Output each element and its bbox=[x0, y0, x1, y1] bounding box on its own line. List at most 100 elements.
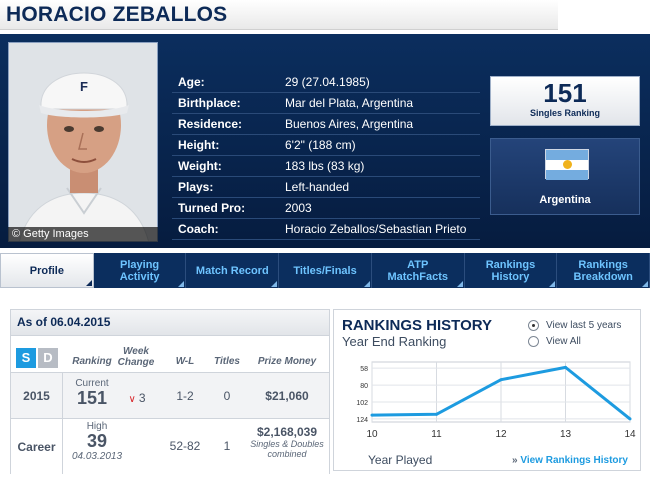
x-tick-label: 12 bbox=[495, 429, 507, 440]
data-point bbox=[499, 378, 503, 382]
svg-text:F: F bbox=[80, 79, 88, 94]
singles-toggle-button[interactable]: S bbox=[16, 348, 36, 368]
info-label: Residence: bbox=[178, 117, 243, 131]
corner-arrow-icon bbox=[271, 281, 278, 287]
as-of-date: As of 06.04.2015 bbox=[11, 310, 329, 336]
link-label: View Rankings History bbox=[520, 455, 628, 466]
tab-label: Rankings History bbox=[485, 258, 536, 283]
info-label: Turned Pro: bbox=[178, 201, 246, 215]
tab-label: Titles/Finals bbox=[293, 264, 357, 277]
ranking-cell: High 39 04.03.2013 bbox=[67, 421, 127, 462]
country-name: Argentina bbox=[539, 194, 591, 206]
view-last-5-years-option[interactable]: View last 5 years bbox=[528, 320, 621, 331]
y-tick-label: 124 bbox=[356, 417, 368, 424]
stats-row-career: Career High 39 04.03.2013 52-82 1 $2,168… bbox=[11, 418, 329, 474]
wl-value: 1-2 bbox=[176, 389, 194, 403]
info-label: Plays: bbox=[178, 180, 214, 194]
tab-profile[interactable]: Profile bbox=[0, 253, 94, 288]
x-tick-label: 14 bbox=[624, 429, 636, 440]
info-value: Left-handed bbox=[285, 180, 350, 194]
tab-titles-finals[interactable]: Titles/Finals bbox=[279, 253, 372, 288]
info-row-plays: Plays: Left-handed bbox=[172, 177, 480, 198]
wl-value: 52-82 bbox=[169, 439, 201, 453]
rank-label: High bbox=[86, 421, 108, 432]
raquo-icon: » bbox=[512, 455, 521, 466]
rank-value: 39 bbox=[86, 431, 108, 451]
country-box: Argentina bbox=[490, 138, 640, 215]
data-point bbox=[564, 365, 567, 369]
photo-credit: © Getty Images bbox=[8, 227, 158, 242]
column-header-prize-money: Prize Money bbox=[257, 356, 317, 367]
rank-date: 04.03.2013 bbox=[71, 451, 123, 462]
info-label: Weight: bbox=[178, 159, 222, 173]
ranking-cell: Current 151 bbox=[67, 378, 117, 408]
data-point bbox=[628, 417, 632, 421]
tab-match-record[interactable]: Match Record bbox=[186, 253, 280, 288]
info-row-birthplace: Birthplace: Mar del Plata, Argentina bbox=[172, 93, 480, 114]
tab-rankings-history[interactable]: Rankings History bbox=[465, 253, 558, 288]
info-row-coach: Coach: Horacio Zeballos/Sebastian Prieto bbox=[172, 219, 480, 240]
info-value: Mar del Plata, Argentina bbox=[285, 96, 414, 110]
titles-value: 0 bbox=[223, 389, 231, 403]
week-change-cell: ∨ 3 bbox=[115, 389, 159, 407]
info-row-residence: Residence: Buenos Aires, Argentina bbox=[172, 114, 480, 135]
rankings-history-panel: RANKINGS HISTORY Year End Ranking View l… bbox=[333, 309, 641, 471]
info-value: 29 (27.04.1985) bbox=[285, 75, 370, 89]
view-rankings-history-link[interactable]: » View Rankings History bbox=[512, 455, 628, 466]
corner-arrow-icon bbox=[642, 281, 649, 287]
rankings-history-title: RANKINGS HISTORY bbox=[342, 317, 493, 334]
tab-atp-matchfacts[interactable]: ATP MatchFacts bbox=[372, 253, 465, 288]
double-arrow-down-icon: ∨ bbox=[128, 394, 136, 405]
stats-panel: As of 06.04.2015 S D Ranking Week Change… bbox=[10, 309, 330, 474]
row-year: Career bbox=[11, 419, 63, 474]
column-header-titles: Titles bbox=[214, 356, 240, 367]
rank-label: Current bbox=[75, 378, 109, 389]
data-point bbox=[435, 412, 438, 416]
corner-arrow-icon bbox=[363, 281, 370, 287]
y-tick-label: 58 bbox=[360, 366, 368, 373]
corner-arrow-icon bbox=[549, 281, 556, 287]
corner-arrow-icon bbox=[178, 281, 185, 287]
argentina-flag-icon bbox=[545, 149, 589, 180]
info-label: Birthplace: bbox=[178, 96, 241, 110]
view-all-option[interactable]: View All bbox=[528, 336, 581, 347]
doubles-toggle-button[interactable]: D bbox=[38, 348, 58, 368]
y-tick-label: 80 bbox=[360, 383, 368, 390]
option-label: View last 5 years bbox=[546, 320, 622, 331]
column-header-ranking: Ranking bbox=[72, 356, 112, 367]
player-photo: F bbox=[8, 42, 158, 242]
rankings-history-chart: 10 11 12 13 14 58 80 102 124 bbox=[356, 361, 636, 440]
rank-value: 151 bbox=[76, 388, 108, 408]
x-axis-title: Year Played bbox=[368, 453, 433, 467]
profile-tabs: Profile Playing Activity Match Record Ti… bbox=[0, 253, 650, 288]
tab-label: Rankings Breakdown bbox=[573, 258, 633, 283]
prize-money-value: $2,168,039 bbox=[256, 425, 318, 439]
info-label: Coach: bbox=[178, 222, 219, 236]
tab-label: Match Record bbox=[195, 264, 269, 277]
info-row-age: Age: 29 (27.04.1985) bbox=[172, 72, 480, 93]
x-tick-label: 13 bbox=[560, 429, 572, 440]
x-tick-label: 10 bbox=[366, 429, 378, 440]
info-row-turned-pro: Turned Pro: 2003 bbox=[172, 198, 480, 219]
info-value: 2003 bbox=[285, 201, 312, 215]
tab-rankings-breakdown[interactable]: Rankings Breakdown bbox=[557, 253, 650, 288]
titles-value: 1 bbox=[223, 439, 231, 453]
stats-row-2015: 2015 Current 151 ∨ 3 1-2 0 $21,060 bbox=[11, 372, 329, 418]
radio-button-icon bbox=[528, 336, 539, 347]
prize-money-value: $21,060 bbox=[265, 389, 309, 403]
player-info-table: Age: 29 (27.04.1985) Birthplace: Mar del… bbox=[172, 72, 480, 240]
rankings-history-subtitle: Year End Ranking bbox=[342, 334, 447, 349]
info-value: 6'2" (188 cm) bbox=[285, 138, 356, 152]
info-label: Height: bbox=[178, 138, 220, 152]
info-row-height: Height: 6'2" (188 cm) bbox=[172, 135, 480, 156]
tab-playing-activity[interactable]: Playing Activity bbox=[94, 253, 187, 288]
info-value: 183 lbs (83 kg) bbox=[285, 159, 365, 173]
info-row-weight: Weight: 183 lbs (83 kg) bbox=[172, 156, 480, 177]
info-value: Horacio Zeballos/Sebastian Prieto bbox=[285, 222, 467, 236]
row-year: 2015 bbox=[11, 373, 63, 418]
singles-doubles-toggle: S D bbox=[16, 348, 60, 368]
profile-panel: F Age: 29 (27.04.1985) Birthplace: Mar d… bbox=[0, 34, 650, 248]
singles-ranking-number: 151 bbox=[543, 78, 587, 108]
tab-label: Playing Activity bbox=[119, 258, 160, 283]
singles-ranking-label: Singles Ranking bbox=[529, 108, 600, 118]
